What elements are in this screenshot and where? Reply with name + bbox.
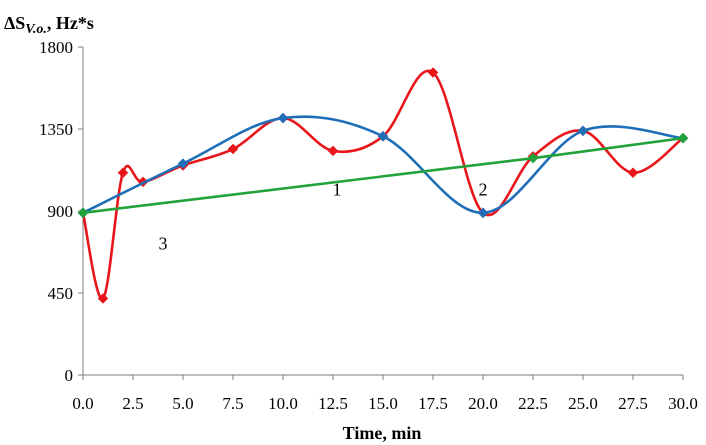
x-tick-label: 30.0: [668, 394, 698, 413]
x-tick-label: 27.5: [618, 394, 648, 413]
data-point: [377, 130, 389, 142]
series-line-1: [82, 136, 684, 215]
x-tick-label: 5.0: [172, 394, 193, 413]
y-tick-label: 1350: [39, 120, 73, 139]
y-axis-title: ΔSV.o., Hz*s: [4, 13, 94, 37]
series-line-3: [81, 69, 684, 300]
x-tick-label: 7.5: [222, 394, 243, 413]
data-point: [277, 112, 289, 124]
x-tick-label: 15.0: [368, 394, 398, 413]
y-axis-title-prefix: ΔS: [4, 13, 25, 33]
data-point: [97, 293, 109, 304]
x-tick-label: 20.0: [468, 394, 498, 413]
data-point: [577, 125, 589, 137]
x-tick-label: 22.5: [518, 394, 548, 413]
x-tick-label: 2.5: [122, 394, 143, 413]
series-annotation-label: 3: [159, 233, 168, 253]
x-tick-label: 25.0: [568, 394, 598, 413]
x-tick-label: 17.5: [418, 394, 448, 413]
y-axis-title-subscript: V.o.: [25, 22, 47, 37]
y-tick-label: 900: [48, 202, 74, 221]
axes: 0 450 900 1350 1800 0.0 2.5 5.0 7.5 10.0 12.5 15.0 1…: [39, 38, 698, 413]
data-point: [427, 67, 439, 78]
series-1: [77, 132, 689, 219]
y-axis-title-suffix: , Hz*s: [47, 13, 94, 33]
series-layer: [77, 67, 689, 304]
y-tick-label: 0: [65, 366, 74, 385]
x-axis-title: Time, min: [343, 423, 422, 443]
data-point: [477, 207, 489, 219]
annotations: 1 2 3: [159, 180, 488, 254]
data-point: [527, 152, 539, 164]
data-point: [117, 167, 129, 179]
data-point: [177, 158, 189, 169]
x-tick-label: 12.5: [318, 394, 348, 413]
data-point: [327, 145, 339, 157]
data-point: [677, 132, 689, 144]
series-annotation-label: 2: [479, 180, 488, 200]
series-annotation-label: 1: [333, 180, 342, 200]
x-tick-label: 10.0: [268, 394, 298, 413]
y-tick-label: 450: [48, 284, 74, 303]
data-point: [627, 167, 639, 179]
data-point: [227, 143, 239, 155]
y-tick-label: 1800: [39, 38, 73, 57]
x-tick-label: 0.0: [72, 394, 93, 413]
series-3: [77, 67, 689, 304]
data-point: [77, 207, 89, 219]
